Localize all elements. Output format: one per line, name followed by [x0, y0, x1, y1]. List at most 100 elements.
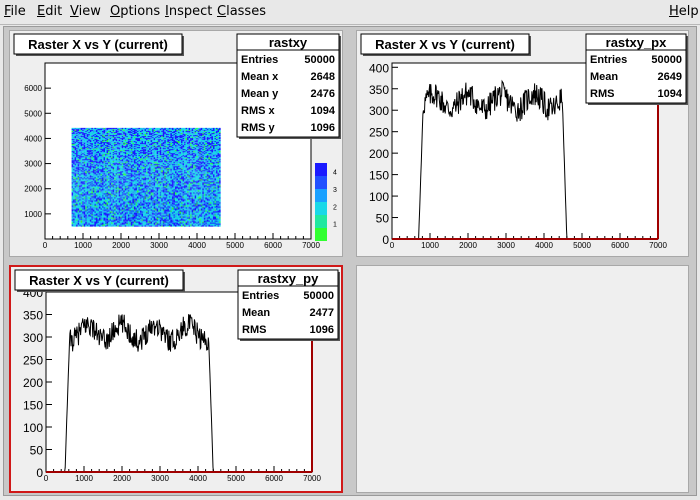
- heatmap-cell: [103, 188, 106, 190]
- heatmap-cell: [102, 203, 104, 205]
- heatmap-cell: [114, 210, 116, 212]
- pad-rastxy[interactable]: 0 1000 2000 3000 4000 5000 6000 7000 1000 2000 300…: [9, 30, 343, 257]
- menu-options[interactable]: Options: [110, 4, 160, 19]
- heatmap-cell: [94, 135, 96, 138]
- heatmap-cell: [88, 189, 90, 191]
- heatmap-cell: [98, 169, 101, 171]
- heatmap-cell: [91, 225, 93, 227]
- heatmap-cell: [97, 225, 100, 227]
- heatmap-cell: [114, 224, 116, 226]
- heatmap-cell: [77, 175, 80, 177]
- heatmap-cell: [98, 200, 101, 202]
- heatmap-cell: [98, 144, 101, 147]
- heatmap-cell: [83, 224, 86, 226]
- heatmap-cell: [79, 139, 81, 142]
- heatmap-cell: [112, 148, 115, 151]
- heatmap-cell: [102, 170, 104, 172]
- heatmap-cell: [120, 130, 122, 133]
- heatmap-cell: [109, 127, 112, 130]
- heatmap-cell: [86, 189, 89, 191]
- heatmap-cell: [79, 207, 81, 209]
- heatmap-cell: [109, 187, 112, 189]
- heatmap-cell: [103, 156, 106, 158]
- heatmap-cell: [102, 213, 104, 215]
- heatmap-cell: [100, 177, 103, 179]
- heatmap-cell: [77, 174, 80, 176]
- heatmap-cell: [115, 178, 118, 180]
- heatmap-cell: [100, 211, 103, 213]
- heatmap-cell: [97, 151, 100, 153]
- heatmap-cell: [118, 214, 121, 216]
- heatmap-cell: [88, 167, 90, 169]
- heatmap-cell: [105, 176, 107, 178]
- heatmap-cell: [117, 222, 119, 224]
- heatmap-cell: [115, 128, 118, 131]
- menu-edit[interactable]: Edit: [37, 4, 62, 19]
- heatmap-cell: [112, 141, 115, 144]
- heatmap-cell: [115, 167, 118, 169]
- menu-classes[interactable]: Classes: [217, 4, 266, 19]
- heatmap-cell: [112, 189, 115, 191]
- heatmap-cell: [73, 160, 75, 162]
- heatmap-cell: [95, 152, 98, 154]
- heatmap-cell: [97, 215, 100, 217]
- heatmap-cell: [102, 128, 104, 131]
- heatmap-cell: [82, 137, 84, 140]
- heatmap-cell: [85, 186, 87, 188]
- heatmap-cell: [112, 167, 115, 169]
- heatmap-cell: [97, 205, 100, 207]
- menu-file[interactable]: File: [4, 4, 26, 19]
- heatmap-cell: [88, 151, 90, 153]
- pad-canvas: 0 1000 2000 3000 4000 5000 6000 700010002000300…: [13, 33, 341, 250]
- menu-help[interactable]: Help: [669, 4, 699, 19]
- heatmap-cell: [115, 223, 118, 225]
- heatmap-cell: [105, 187, 107, 189]
- heatmap-cell: [85, 172, 87, 174]
- heatmap-cell: [111, 174, 113, 176]
- menu-view[interactable]: View: [70, 4, 101, 19]
- heatmap-cell: [115, 174, 118, 176]
- x-tick-label: 2000: [112, 241, 130, 250]
- heatmap-cell: [97, 185, 100, 187]
- heatmap-cell: [80, 138, 83, 141]
- heatmap-cell: [114, 211, 116, 213]
- heatmap-cell: [108, 162, 110, 164]
- heatmap-cell: [79, 223, 81, 225]
- heatmap-cell: [85, 209, 87, 211]
- heatmap-cell: [95, 159, 98, 161]
- heatmap-cell: [95, 146, 98, 149]
- heatmap-cell: [91, 191, 93, 193]
- heatmap-cell: [77, 220, 80, 222]
- heatmap-cell: [71, 162, 74, 164]
- heatmap-cell: [83, 186, 86, 188]
- heatmap-cell: [83, 209, 86, 211]
- heatmap-cell: [112, 199, 115, 201]
- heatmap-cell: [92, 162, 95, 164]
- heatmap-cell: [71, 137, 74, 140]
- heatmap-cell: [76, 158, 78, 160]
- heatmap-cell: [91, 160, 93, 162]
- heatmap-cell: [77, 209, 80, 211]
- heatmap-cell: [111, 221, 113, 223]
- heatmap-cell: [100, 215, 103, 217]
- heatmap-cell: [71, 172, 74, 174]
- heatmap-cell: [88, 152, 90, 154]
- menu-inspect[interactable]: Inspect: [165, 4, 212, 19]
- heatmap-cell: [89, 155, 92, 157]
- heatmap-cell: [92, 164, 95, 166]
- heatmap-cell: [106, 131, 109, 134]
- heatmap-cell: [79, 153, 81, 155]
- heatmap-cell: [114, 129, 116, 132]
- heatmap-cell: [92, 135, 95, 138]
- heatmap-cell: [97, 165, 100, 167]
- heatmap-cell: [115, 130, 118, 133]
- heatmap-cell: [95, 147, 98, 150]
- heatmap-cell: [98, 142, 101, 145]
- heatmap-cell: [86, 196, 89, 198]
- heatmap-cell: [115, 165, 118, 167]
- heatmap-cell: [89, 149, 92, 152]
- heatmap-cell: [98, 136, 101, 139]
- heatmap-cell: [112, 138, 115, 141]
- heatmap-cell: [86, 140, 89, 143]
- heatmap-cell: [111, 156, 113, 158]
